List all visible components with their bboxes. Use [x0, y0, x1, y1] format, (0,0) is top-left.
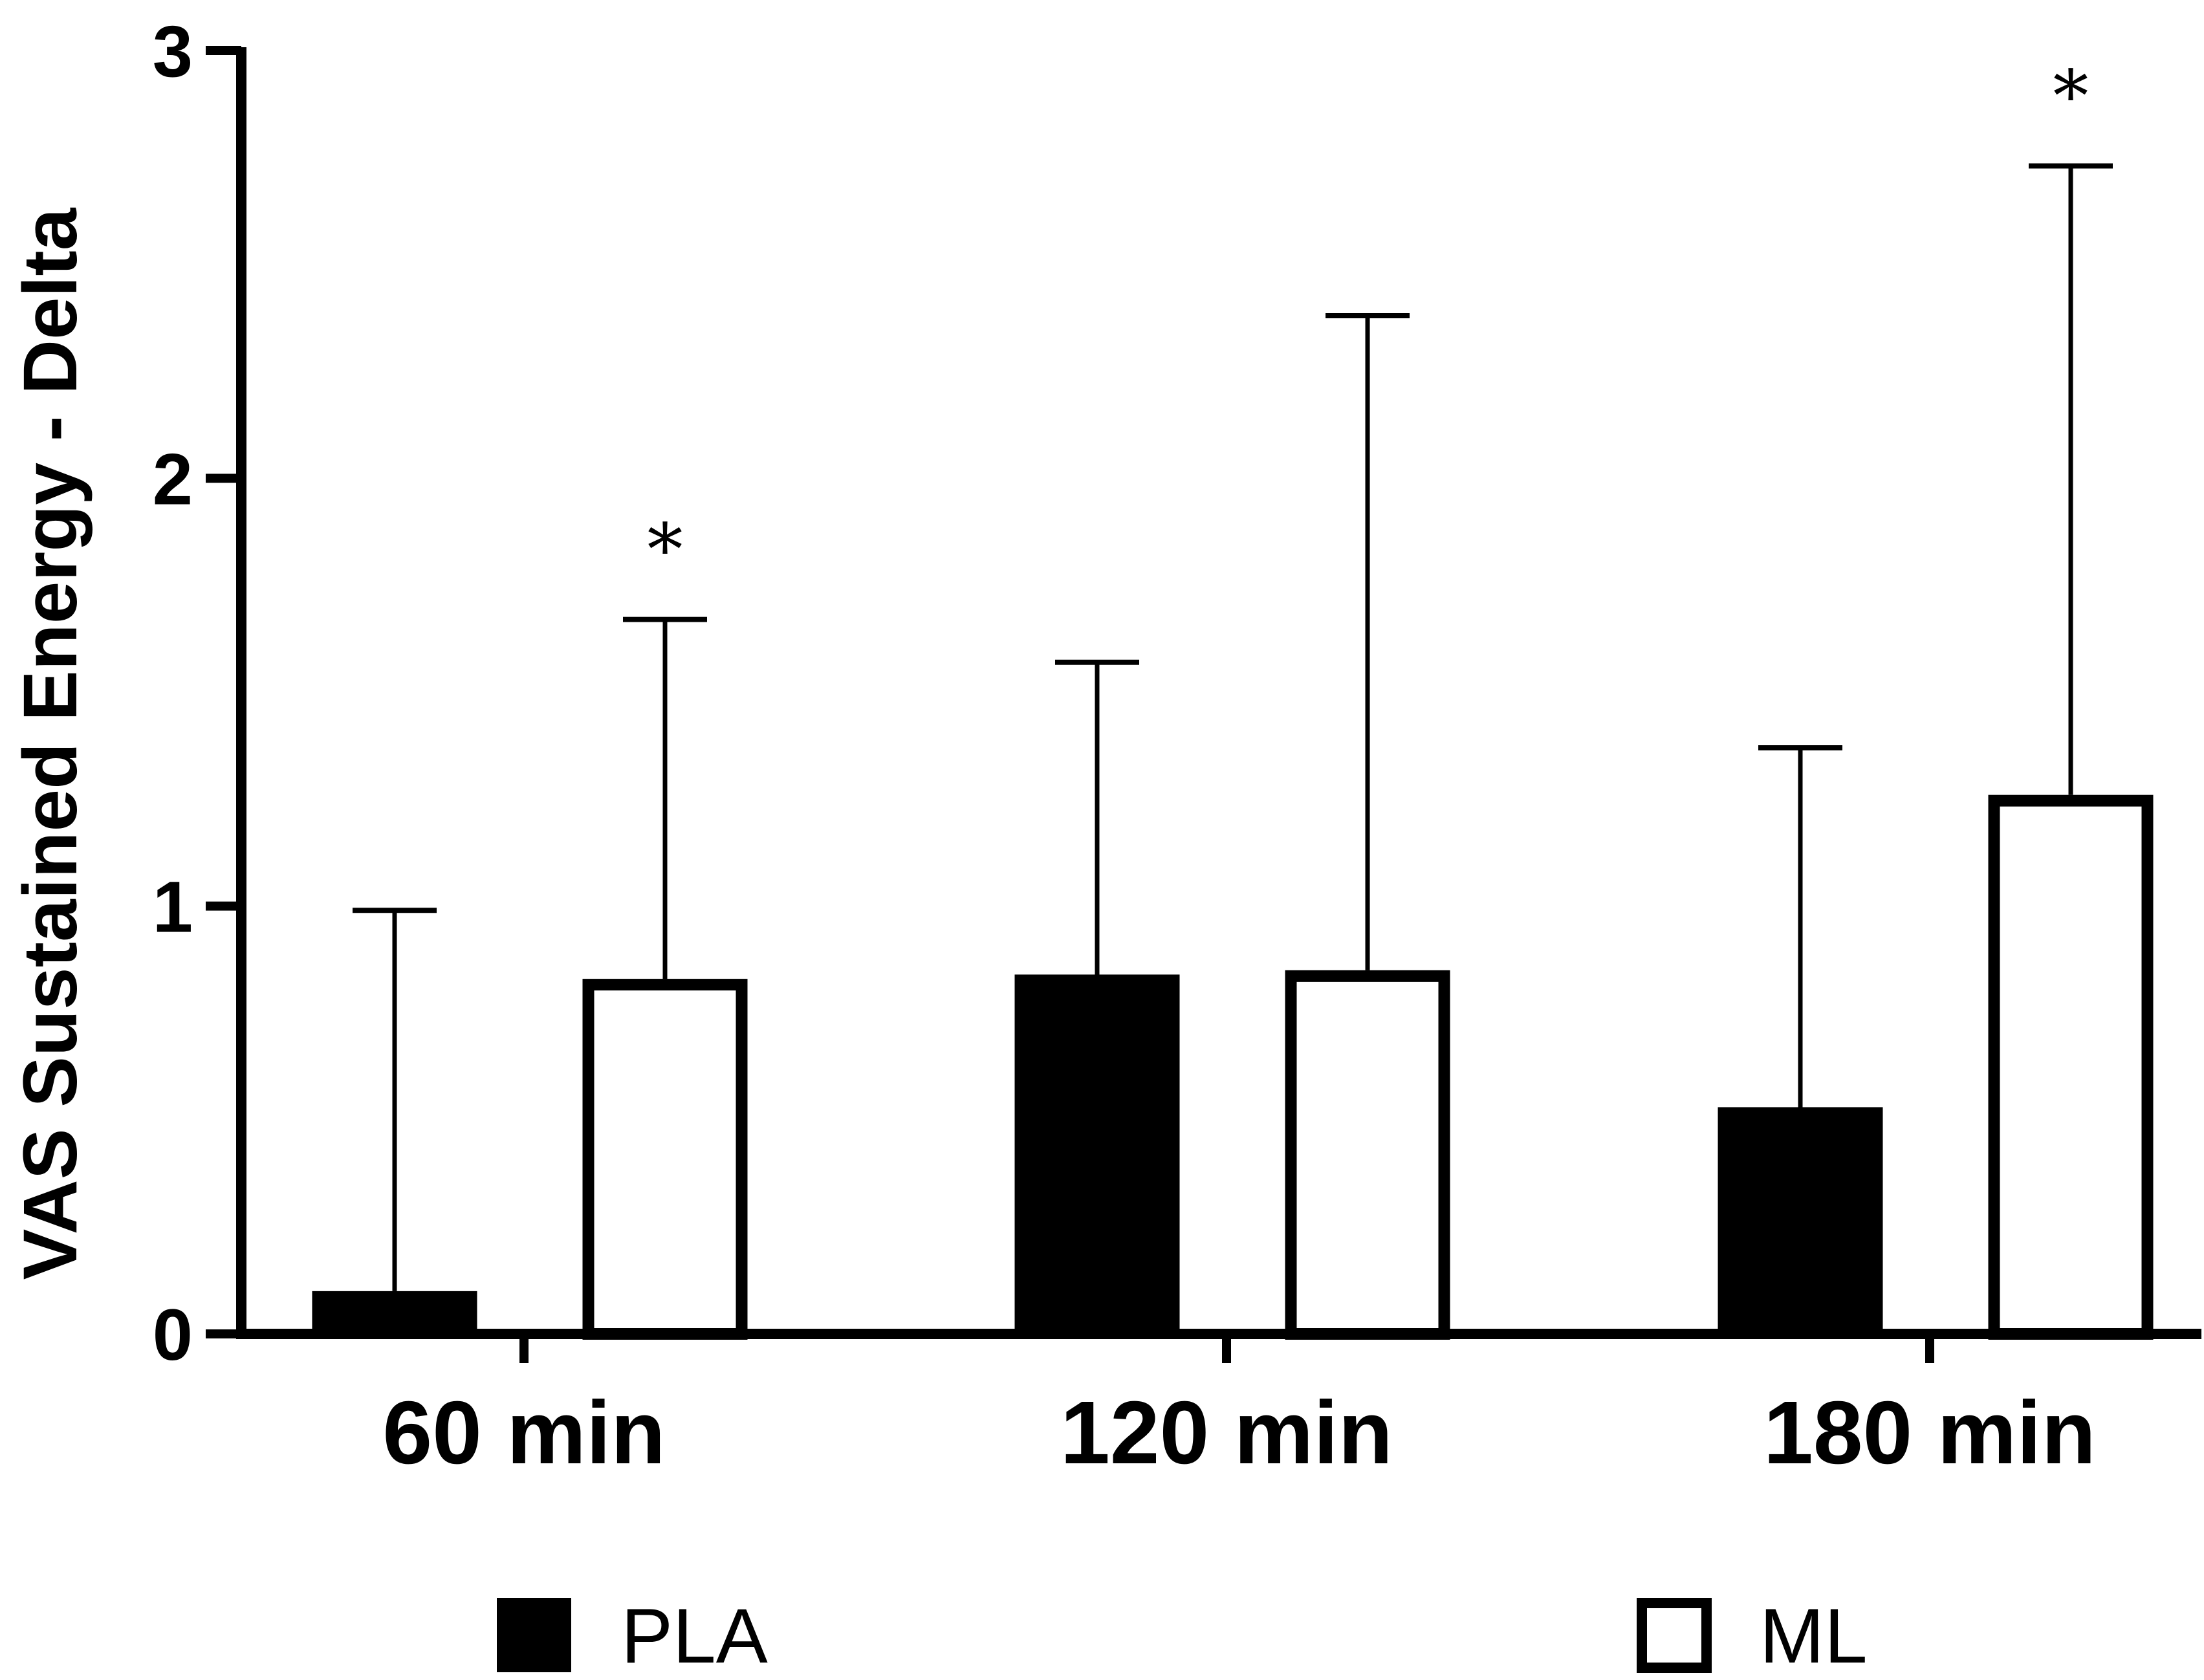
legend-label-pla: PLA [621, 1593, 768, 1679]
bar-ml-180-min [1988, 794, 2154, 1340]
y-tick-label-3: 3 [153, 11, 193, 92]
bar-ml-60-min [582, 979, 748, 1340]
legend-label-ml: ML [1760, 1593, 1868, 1679]
y-tick-label-0: 0 [153, 1294, 193, 1375]
y-tick-label-1: 1 [153, 867, 193, 948]
chart-legend: PLA ML [497, 1593, 1868, 1679]
chart-marks: ** [312, 55, 2154, 1340]
bar-pla-120-min [1014, 974, 1180, 1334]
significance-marker-ml-180-min: * [2053, 55, 2089, 138]
y-axis-title: VAS Sustained Energy - Delta [8, 207, 93, 1280]
significance-marker-ml-60-min: * [648, 508, 683, 591]
bar-ml-120-min [1285, 970, 1450, 1340]
x-tick-label-180-min: 180 min [1763, 1383, 2096, 1483]
legend-swatch-pla [497, 1598, 571, 1672]
bar-pla-60-min [312, 1291, 477, 1334]
chart-axes: 0 1 2 3 60 min 120 min 180 min VAS Sustained En… [8, 11, 2201, 1483]
bar-pla-180-min [1718, 1107, 1883, 1334]
y-tick-label-2: 2 [153, 439, 193, 519]
x-tick-label-60-min: 60 min [382, 1383, 665, 1483]
legend-swatch-ml [1637, 1598, 1712, 1673]
x-tick-label-120-min: 120 min [1060, 1383, 1393, 1483]
